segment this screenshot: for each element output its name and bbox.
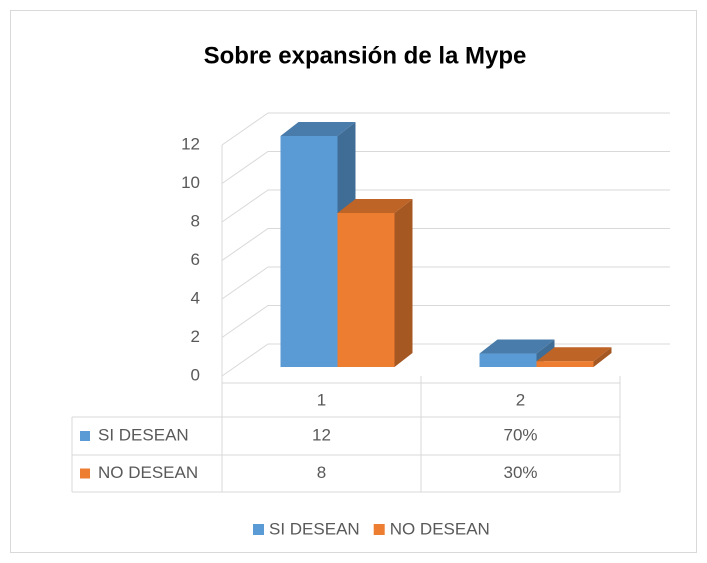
x-tick-label: 1 xyxy=(317,390,326,409)
x-tick-label: 2 xyxy=(516,390,525,409)
bar xyxy=(337,213,395,367)
grid-line xyxy=(221,189,670,223)
bar xyxy=(536,361,594,367)
bar-side xyxy=(593,347,612,367)
legend-label: NO DESEAN xyxy=(390,519,490,538)
y-tick-label: 4 xyxy=(191,288,200,307)
y-tick-label: 12 xyxy=(181,134,200,153)
grid-line xyxy=(221,266,670,300)
bar-side xyxy=(394,199,413,367)
grid-line xyxy=(221,228,670,261)
table-legend-key xyxy=(80,468,90,479)
table-legend-key xyxy=(80,431,90,441)
y-tick-label: 2 xyxy=(191,327,200,346)
data-label: 30% xyxy=(503,463,537,482)
bar xyxy=(280,136,338,367)
chart-title: Sobre expansión de la Mype xyxy=(204,42,527,69)
legend-key xyxy=(253,524,264,535)
grid-line xyxy=(221,305,670,338)
data-label: 8 xyxy=(317,463,326,482)
bar xyxy=(479,353,537,367)
bar-top xyxy=(337,199,413,213)
legend-key xyxy=(373,524,385,535)
table-series-name: NO DESEAN xyxy=(98,463,198,482)
grid-line xyxy=(221,112,670,146)
y-tick-label: 10 xyxy=(181,173,200,192)
bar-top xyxy=(536,347,612,362)
bar-top xyxy=(479,339,555,354)
y-tick-label: 6 xyxy=(191,250,200,269)
y-tick-label: 0 xyxy=(191,365,200,384)
data-label: 12 xyxy=(312,425,331,444)
data-label: 70% xyxy=(503,425,537,444)
legend-label: SI DESEAN xyxy=(269,519,360,538)
bar-top xyxy=(280,122,356,136)
table-series-name: SI DESEAN xyxy=(98,425,189,444)
y-tick-label: 8 xyxy=(191,211,200,230)
grid-line xyxy=(221,151,670,184)
